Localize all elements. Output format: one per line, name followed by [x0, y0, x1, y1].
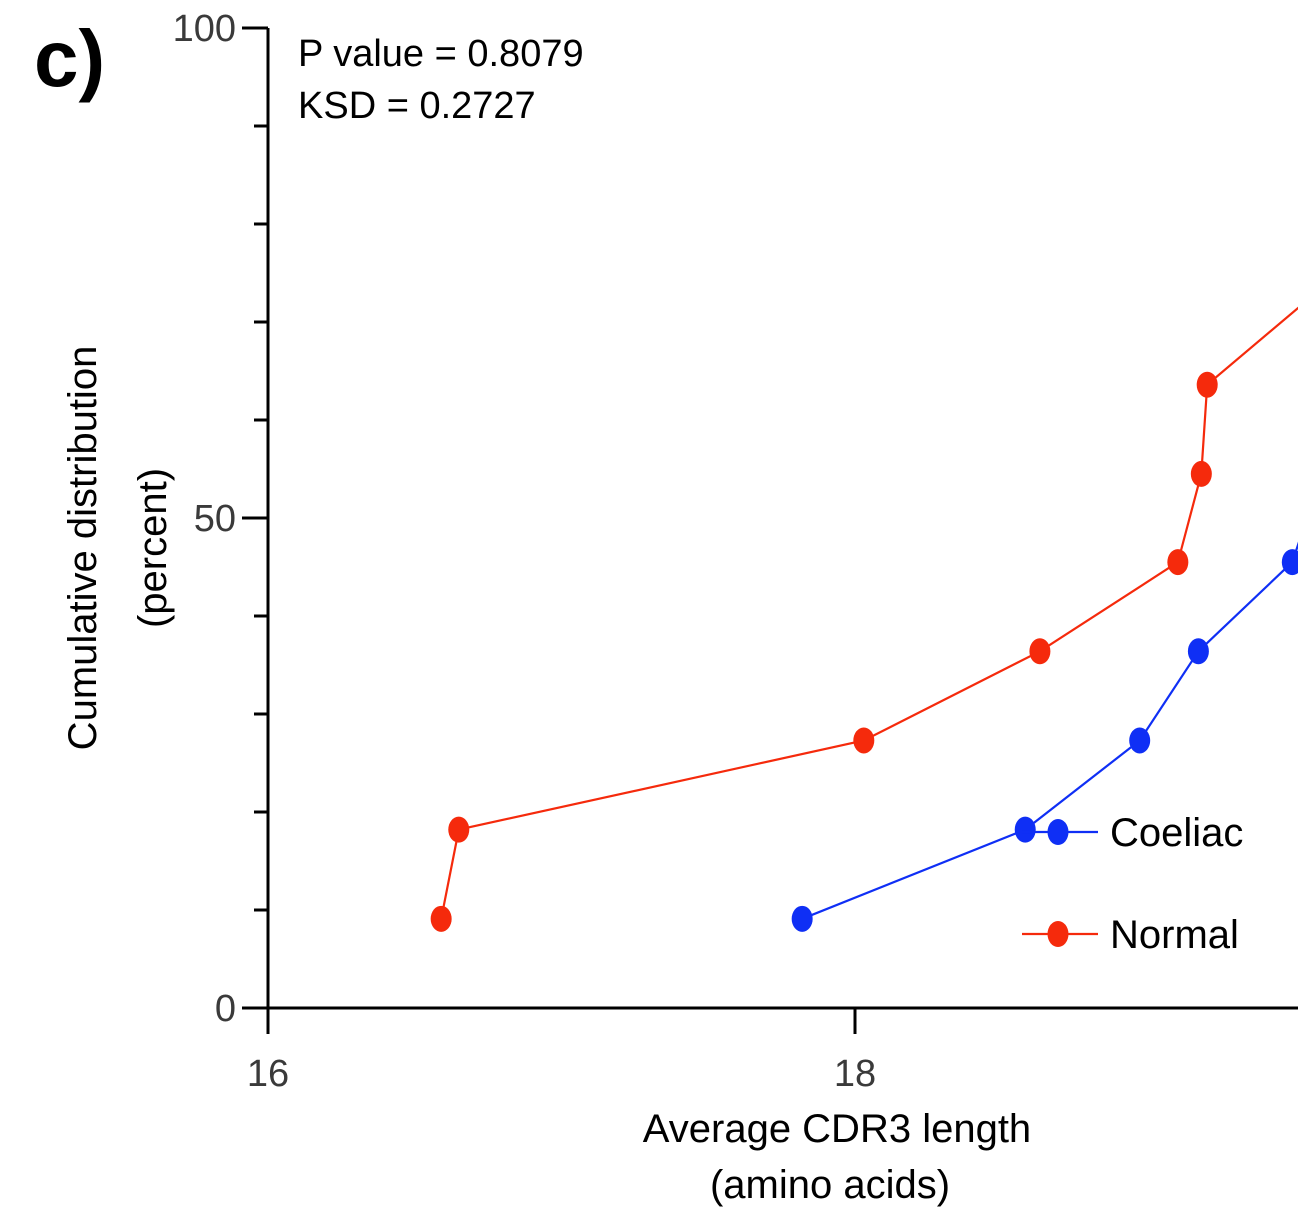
- ksd-text: KSD = 0.2727: [298, 85, 536, 127]
- legend-marker-normal: [1047, 921, 1069, 947]
- p-value-text: P value = 0.8079: [298, 33, 584, 75]
- coeliac-point: [1281, 549, 1298, 576]
- legend-label-coeliac: Coeliac: [1110, 811, 1243, 855]
- coeliac-point: [1014, 816, 1036, 843]
- x-axis-title-line-1: Average CDR3 length: [643, 1107, 1031, 1151]
- coeliac-point: [1129, 727, 1151, 754]
- y-axis-title: Cumulative distribution (percent): [61, 346, 175, 751]
- coeliac-point: [791, 905, 813, 932]
- normal-point: [1196, 371, 1218, 398]
- y-tick-label: 50: [194, 498, 236, 540]
- normal-line: [440, 306, 1298, 920]
- normal-point: [430, 905, 452, 932]
- x-tick-label: 16: [247, 1053, 289, 1095]
- x-ticks: 16182022: [247, 1008, 876, 1095]
- legend-item-coeliac: Coeliac: [1022, 811, 1243, 855]
- legend-marker-coeliac: [1047, 819, 1069, 845]
- normal-point: [853, 727, 875, 754]
- legend: Coeliac Normal: [1022, 811, 1243, 957]
- normal-point: [448, 816, 470, 843]
- series-coeliac: [791, 541, 1298, 932]
- y-ticks: 0 50 100: [173, 8, 268, 1030]
- legend-item-normal: Normal: [1022, 913, 1239, 957]
- coeliac-point: [1187, 638, 1209, 665]
- coeliac-line: [801, 541, 1298, 920]
- series-normal: [430, 306, 1298, 932]
- normal-point: [1029, 638, 1051, 665]
- y-axis-title-line-2: (percent): [131, 468, 175, 628]
- y-tick-label: 100: [173, 8, 236, 50]
- y-axis-title-line-1: Cumulative distribution: [61, 346, 105, 751]
- x-axis-title: Average CDR3 length (amino acids): [643, 1107, 1031, 1207]
- y-tick-label: 0: [215, 988, 236, 1030]
- series-layer: [430, 306, 1298, 932]
- axes: [266, 28, 1298, 1010]
- normal-point: [1190, 460, 1212, 487]
- normal-point: [1167, 549, 1189, 576]
- panel-label: c): [34, 14, 105, 103]
- x-axis-title-line-2: (amino acids): [710, 1163, 950, 1207]
- x-tick-label: 18: [834, 1053, 876, 1095]
- legend-label-normal: Normal: [1110, 913, 1239, 957]
